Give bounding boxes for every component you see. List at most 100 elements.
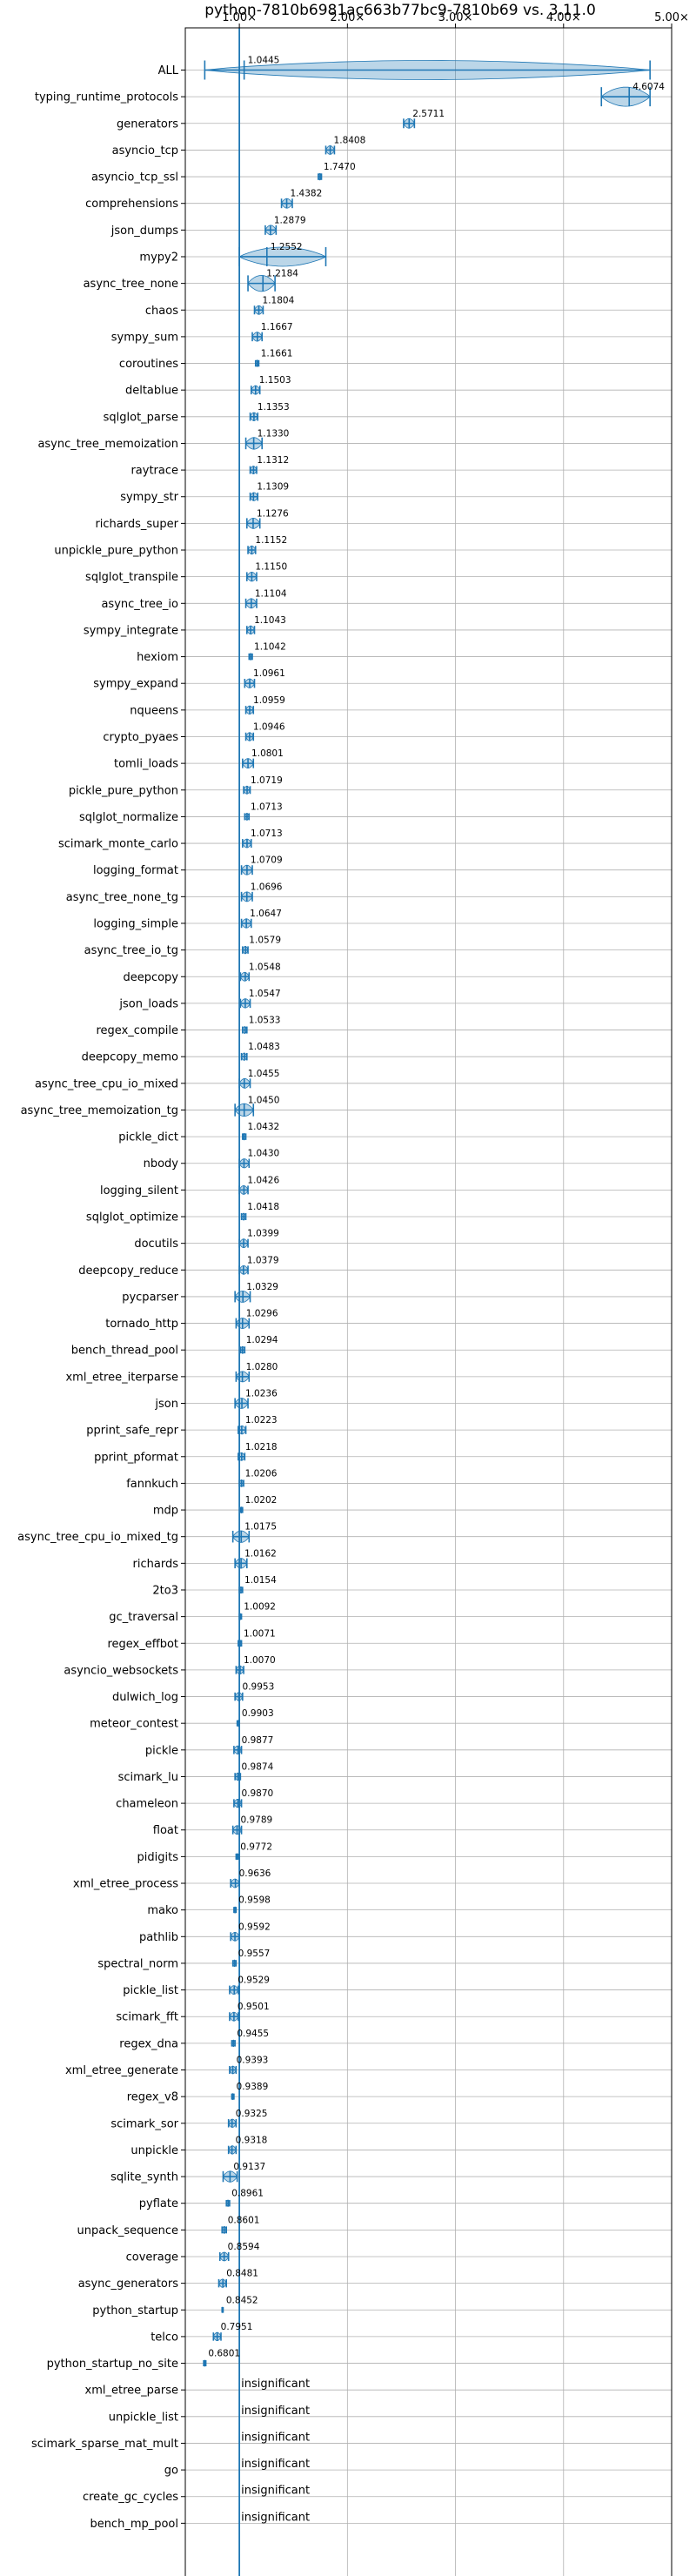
data-label: 0.9501	[238, 2002, 270, 2012]
benchmark-label: async_tree_none	[84, 278, 178, 291]
data-label: 1.0719	[251, 775, 283, 786]
violin-mark	[403, 117, 416, 129]
violin-mark	[225, 2199, 231, 2207]
benchmark-label: logging_silent	[100, 1184, 178, 1197]
benchmark-label: regex_effbot	[107, 1638, 178, 1651]
violin-mark	[234, 1558, 248, 1569]
violin-mark	[280, 198, 293, 209]
data-label: 1.0961	[253, 668, 285, 679]
violin-mark	[242, 1133, 247, 1141]
benchmark-label: telco	[151, 2331, 178, 2344]
benchmark-label: pickle_pure_python	[69, 784, 178, 797]
violin-mark	[325, 144, 336, 155]
data-label: 0.8601	[228, 2215, 260, 2225]
violin-mark	[242, 838, 252, 849]
data-label: 1.0483	[248, 1042, 280, 1052]
benchmark-label: generators	[117, 117, 178, 131]
data-label: 4.6074	[632, 82, 665, 92]
benchmark-label: mypy2	[139, 251, 178, 264]
benchmark-label: pprint_pformat	[94, 1451, 178, 1464]
violin-mark	[251, 332, 263, 342]
insignificant-label: insignificant	[241, 2485, 310, 2498]
benchmark-label: comprehensions	[85, 198, 178, 211]
data-label: 1.1804	[263, 295, 295, 305]
data-label: 0.9592	[238, 1922, 271, 1932]
violin-mark	[244, 812, 251, 821]
data-label: 0.9137	[233, 2162, 265, 2172]
benchmark-label: raytrace	[130, 465, 178, 478]
benchmark-label: float	[153, 1824, 178, 1837]
benchmark-label: bench_mp_pool	[90, 2518, 178, 2531]
violin-mark	[240, 1052, 248, 1061]
violin-mark	[204, 60, 651, 80]
data-label: 1.0223	[245, 1415, 278, 1426]
benchmark-label: pidigits	[137, 1851, 179, 1864]
insignificant-label: insignificant	[241, 2378, 310, 2391]
benchmark-label: python_startup	[92, 2304, 178, 2318]
data-label: 1.0162	[244, 1548, 277, 1559]
violin-mark	[244, 678, 256, 688]
benchmark-label: json_dumps	[110, 225, 178, 238]
violin-mark	[239, 998, 251, 1009]
violin-mark	[231, 1530, 251, 1543]
violin-mark	[231, 2093, 235, 2101]
data-label: 1.0329	[246, 1282, 278, 1292]
data-label: 0.7951	[221, 2322, 253, 2332]
data-label: 1.0399	[247, 1229, 279, 1239]
violin-mark	[233, 1798, 243, 1808]
data-label: 0.6801	[208, 2349, 240, 2359]
benchmark-label: regex_v8	[127, 2091, 178, 2104]
benchmark-label: pickle	[145, 1744, 178, 1757]
benchmark-label: scimark_fft	[116, 2011, 178, 2024]
data-label: 1.1276	[257, 508, 289, 519]
data-label: 1.2879	[274, 215, 306, 225]
benchmark-label: async_tree_none_tg	[66, 891, 178, 904]
data-label: 1.0432	[247, 1122, 279, 1132]
benchmark-label: scimark_monte_carlo	[58, 838, 178, 851]
x-tick-label: 3.00×	[438, 11, 473, 24]
x-tick-label: 1.00×	[222, 11, 257, 24]
benchmark-label: xml_etree_parse	[85, 2385, 178, 2398]
benchmark-label: fannkuch	[126, 1478, 178, 1491]
data-label: 0.9389	[237, 2082, 269, 2092]
benchmark-label: xml_etree_iterparse	[65, 1371, 178, 1384]
benchmark-label: dulwich_log	[112, 1691, 178, 1704]
data-label: 1.0713	[251, 802, 283, 812]
data-label: 1.0579	[249, 936, 281, 946]
benchmark-label: json_loads	[118, 997, 178, 1010]
benchmark-label: sympy_integrate	[84, 624, 178, 637]
data-label: 1.0070	[244, 1655, 276, 1666]
violin-mark	[230, 1931, 240, 1942]
violin-mark	[222, 2170, 238, 2183]
violin-mark	[239, 1345, 246, 1354]
benchmark-label: create_gc_cycles	[83, 2491, 178, 2504]
benchmark-label: regex_compile	[96, 1024, 178, 1037]
benchmark-label: nqueens	[130, 704, 178, 717]
benchmark-label: xml_etree_process	[73, 1878, 178, 1891]
data-label: 0.9870	[241, 1788, 273, 1799]
violin-mark	[242, 946, 249, 955]
violin-mark	[600, 86, 651, 107]
benchmark-label: richards	[133, 1558, 179, 1571]
benchmark-label: sqlglot_parse	[104, 411, 178, 424]
benchmark-label: nbody	[144, 1157, 179, 1171]
data-label: 1.0455	[248, 1069, 280, 1079]
data-label: 1.7470	[324, 162, 356, 172]
benchmark-label: sqlglot_normalize	[79, 811, 178, 824]
violin-mark	[235, 1318, 251, 1330]
data-label: 0.9772	[240, 1841, 272, 1852]
data-label: 1.0202	[245, 1495, 278, 1506]
data-label: 1.0206	[245, 1468, 278, 1479]
data-label: 1.0959	[253, 695, 285, 706]
violin-mark	[240, 918, 252, 929]
data-label: 1.1104	[255, 588, 287, 599]
violin-mark	[244, 437, 263, 450]
benchmark-label: pycparser	[122, 1291, 178, 1304]
benchmark-label: crypto_pyaes	[103, 731, 178, 744]
data-label: 1.0696	[251, 882, 283, 892]
benchmark-label: gc_traversal	[109, 1611, 178, 1624]
violin-mark	[242, 1026, 248, 1034]
benchmark-label: mdp	[153, 1505, 178, 1518]
violin-mark	[249, 492, 259, 501]
violin-mark	[247, 545, 257, 555]
